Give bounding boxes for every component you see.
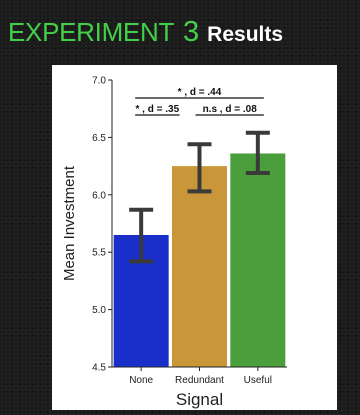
significance-label: * , d = .44 <box>178 87 222 98</box>
error-bar-useful <box>245 130 270 175</box>
y-tick-label: 4.5 <box>92 363 106 374</box>
error-bar-redundant <box>187 142 212 194</box>
y-tick-label: 7.0 <box>92 76 106 87</box>
y-tick-label: 6.5 <box>92 133 106 144</box>
bar-redundant <box>172 166 227 367</box>
significance-label: n.s , d = .08 <box>203 104 258 115</box>
error-bar-none <box>129 207 154 264</box>
bar-chart: 4.5 5.0 5.5 6.0 6.5 7.0 None Redundant Useful Sig… <box>61 76 287 409</box>
x-tick-label: Useful <box>244 375 272 386</box>
y-tick-label: 5.0 <box>92 305 106 316</box>
significance-label: * , d = .35 <box>136 104 180 115</box>
bar-useful <box>230 153 286 367</box>
y-tick-label: 6.0 <box>92 190 106 201</box>
y-axis-label: Mean Investment <box>61 165 78 281</box>
y-tick-label: 5.5 <box>92 248 106 259</box>
x-tick-label: Redundant <box>175 375 224 386</box>
title-results: Results <box>207 23 284 46</box>
x-axis-label: Signal <box>176 390 223 409</box>
chart-figure: 4.5 5.0 5.5 6.0 6.5 7.0 None Redundant Useful Sig… <box>52 65 337 410</box>
title-number: 3 <box>183 16 200 48</box>
slide-title: EXPERIMENT 3 Results <box>8 16 283 56</box>
title-experiment: EXPERIMENT <box>8 17 175 47</box>
x-tick-label: None <box>129 375 153 386</box>
